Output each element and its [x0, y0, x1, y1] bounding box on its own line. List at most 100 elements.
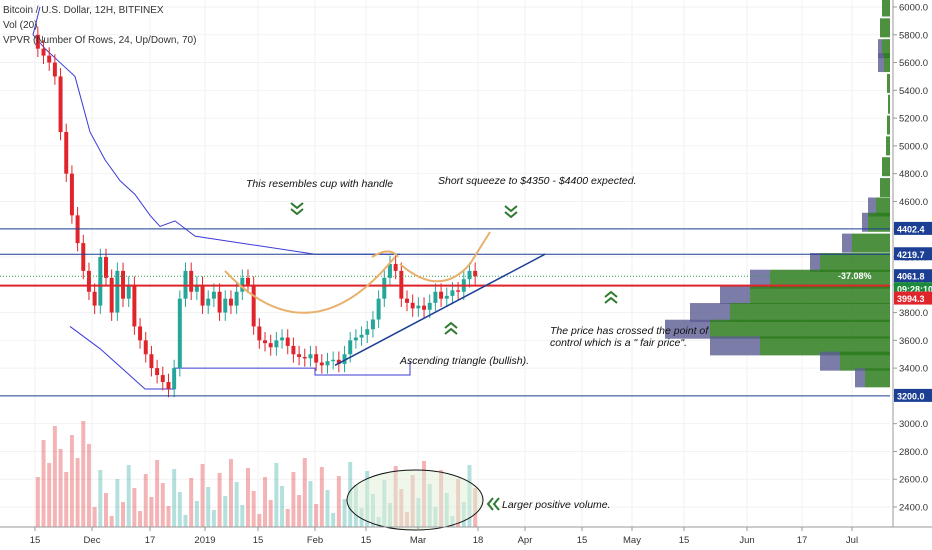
y-tick-label: 6000.0 [899, 3, 928, 14]
volume-bar [104, 493, 108, 527]
candle-body [274, 340, 279, 348]
vpvr-up-bar [710, 319, 890, 339]
x-tick-label: Jul [846, 535, 858, 546]
chevron-down-icon [290, 208, 304, 216]
volume-bar [115, 479, 120, 527]
volume-bar [342, 499, 347, 527]
volume-bar [41, 440, 46, 527]
candle-body [314, 354, 319, 363]
candle-body [302, 357, 307, 359]
y-tick-label: 4600.0 [899, 197, 928, 208]
vpvr-up-bar [888, 94, 890, 114]
handle-curve [399, 231, 491, 283]
x-tick-label: Apr [518, 535, 533, 546]
candle-body [177, 298, 182, 369]
candle-body [308, 354, 313, 359]
vpvr-down-bar [862, 212, 868, 232]
candle-body [58, 76, 63, 132]
vpvr-down-bar [878, 53, 884, 73]
legend-symbol[interactable]: Bitcoin / U.S. Dollar, 12H, BITFINEX [3, 5, 164, 16]
vpvr-up-bar [760, 336, 890, 356]
candle-body [115, 270, 120, 313]
vpvr-down-bar [720, 285, 750, 304]
volume-bar [75, 458, 80, 527]
price-tag-bg [894, 269, 932, 283]
chevron-up-icon [604, 290, 618, 298]
candle-body [228, 298, 233, 306]
candle-body [245, 277, 250, 285]
legend-vpvr[interactable]: VPVR (Number Of Rows, 24, Up/Down, 70) [3, 35, 197, 46]
price-tag-bg [894, 291, 932, 305]
candle-body [98, 257, 103, 306]
price-tag-bg [894, 388, 932, 402]
candle-body [405, 298, 409, 303]
volume-bar [331, 513, 336, 527]
volume-bar [109, 516, 114, 527]
vpvr-up-bar [882, 0, 890, 17]
candle-body [450, 290, 455, 296]
volume-bar [138, 511, 143, 527]
volume-bar [155, 460, 160, 527]
y-tick-label: 5600.0 [899, 58, 928, 69]
candle-body [427, 302, 432, 310]
candle-body [410, 302, 415, 309]
vpvr-up-bar [820, 253, 890, 273]
chart-legend: Bitcoin / U.S. Dollar, 12H, BITFINEX Vol… [3, 3, 196, 48]
chevron-left-icon [486, 497, 494, 511]
volume-bar [52, 426, 57, 527]
volume-bar [228, 459, 233, 527]
candle-body [370, 319, 375, 330]
candle-body [348, 340, 353, 355]
vpvr-up-bar [876, 197, 890, 217]
volume-bar [280, 486, 285, 527]
annotation-volume: Larger positive volume. [502, 499, 611, 511]
volume-bar [251, 491, 256, 527]
volume-bar [314, 504, 319, 527]
candle-body [206, 298, 211, 306]
candle-body [64, 132, 69, 174]
legend-volume[interactable]: Vol (20) [3, 20, 38, 31]
candle-body [166, 382, 171, 389]
y-tick-label: 2400.0 [899, 503, 928, 514]
y-tick-label: 3000.0 [899, 419, 928, 430]
y-tick-label: 5000.0 [899, 141, 928, 152]
cup-curve [224, 256, 396, 314]
y-tick-label: 5400.0 [899, 86, 928, 97]
x-tick-label: Jun [739, 535, 754, 546]
volume-bar [177, 492, 182, 527]
vpvr-up-bar [886, 136, 890, 156]
annotation-triangle: Ascending triangle (bullish). [399, 355, 529, 367]
vpvr-up-bar [852, 233, 890, 253]
vwap-lower-band [69, 326, 411, 390]
candle-body [331, 359, 336, 362]
vpvr-up-bar [840, 351, 890, 371]
x-tick-label: Dec [84, 535, 101, 546]
vpvr-down-bar [710, 336, 760, 356]
x-tick-label: 15 [679, 535, 690, 546]
vpvr-up-bar [730, 303, 890, 323]
x-tick-label: 2019 [194, 535, 215, 546]
vpvr-down-bar [855, 368, 865, 388]
chevron-down-icon [504, 205, 518, 213]
candle-body [456, 290, 461, 292]
candle-body [138, 326, 143, 341]
vpvr-up-bar [887, 115, 890, 135]
candle-body [416, 305, 421, 309]
volume-bar [132, 488, 137, 527]
volume-bar [302, 458, 307, 527]
volume-bar [69, 435, 74, 527]
volume-bar [291, 472, 296, 527]
candle-body [263, 340, 268, 344]
candle-body [251, 284, 256, 327]
volume-bar [35, 477, 40, 527]
price-tag: 3200.0 [897, 391, 925, 401]
annotation-poc-2: control which is a " fair price". [550, 337, 687, 349]
candle-body [217, 291, 222, 313]
x-tick-label: 15 [361, 535, 372, 546]
candle-body [172, 368, 177, 389]
vpvr-down-bar [690, 303, 730, 323]
candle-body [297, 354, 302, 357]
price-tag: 3994.3 [897, 294, 925, 304]
candle-body [467, 270, 472, 280]
